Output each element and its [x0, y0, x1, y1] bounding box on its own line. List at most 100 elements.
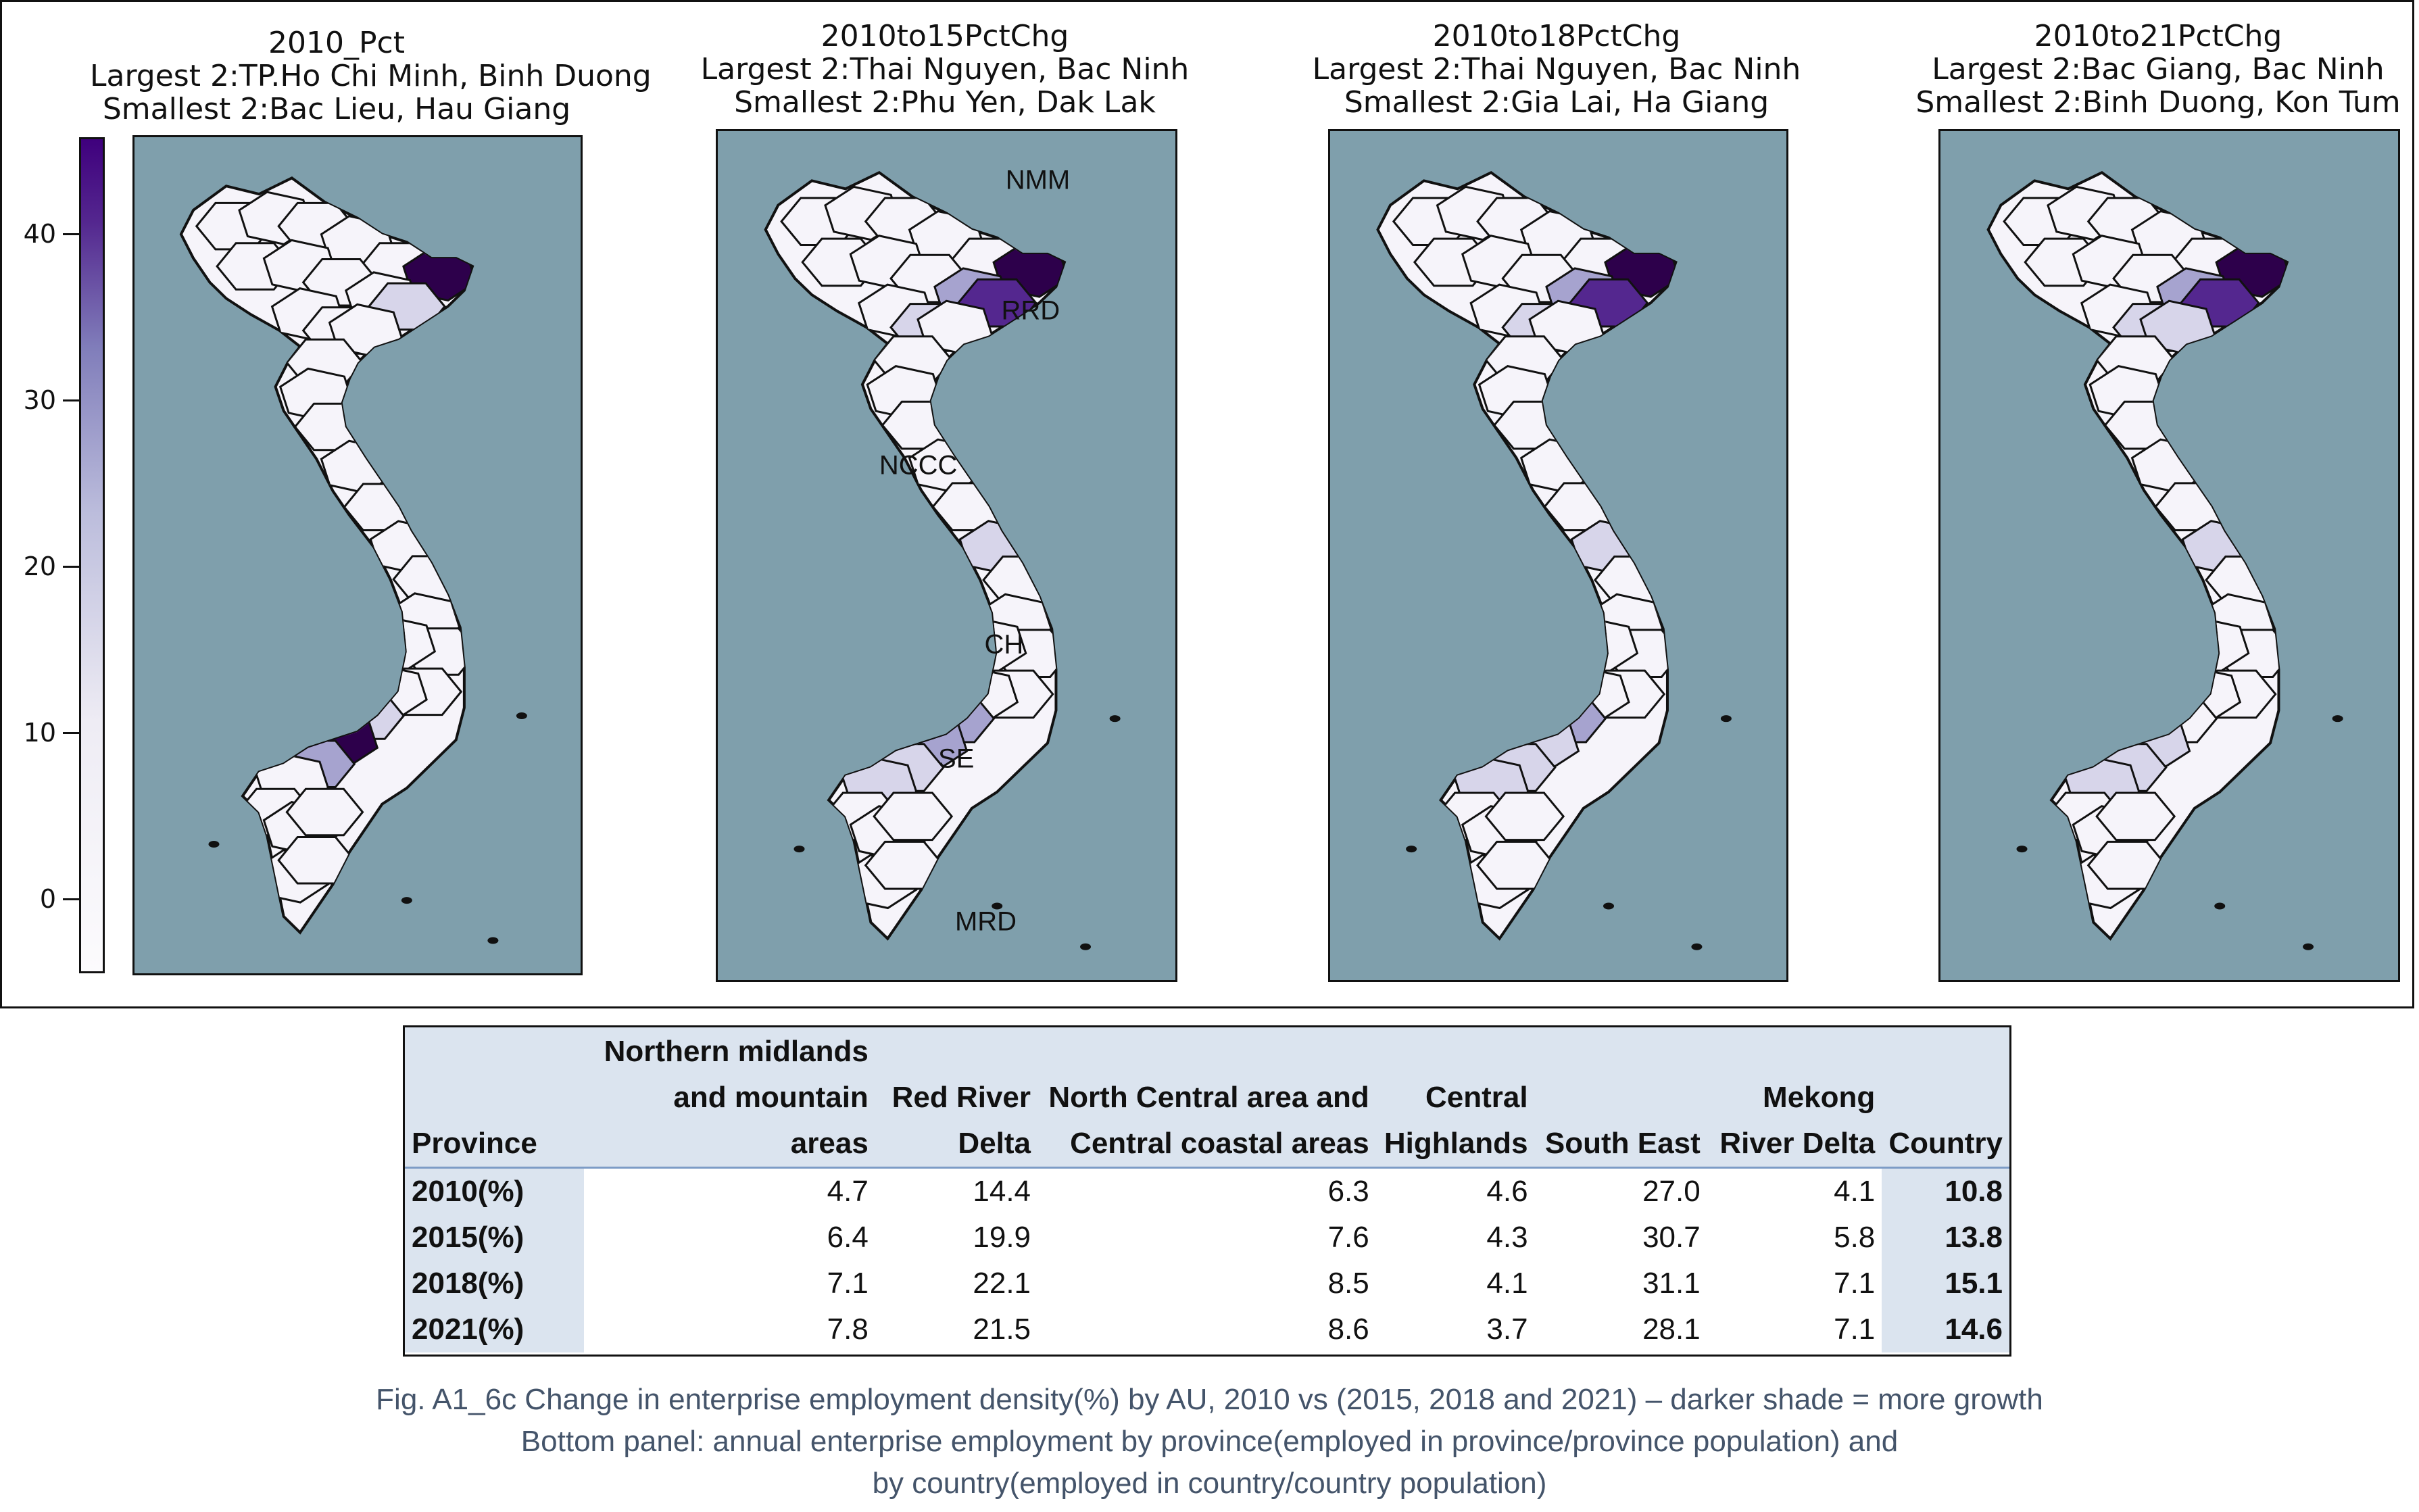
col-header-province-line-2: Province — [412, 1127, 537, 1160]
table-cell-se: 31.1 — [1642, 1267, 1701, 1300]
table-cell-rrd: 21.5 — [973, 1313, 1031, 1346]
country-outline — [764, 170, 1067, 941]
table-cell-rrd: 22.1 — [973, 1267, 1031, 1300]
table-cell-country: 13.8 — [1882, 1215, 2009, 1261]
col-header-nccc-line-1: North Central area and — [1048, 1081, 1369, 1114]
col-header-nmm-line-2: and mountain areas — [673, 1081, 869, 1160]
table-cell-country: 14.6 — [1882, 1307, 2009, 1352]
country-outline — [179, 176, 474, 935]
table-cell-se: 27.0 — [1642, 1175, 1701, 1208]
col-header-nmm: Northern midlands and mountain areas — [583, 1027, 875, 1169]
vietnam-map-svg: NMM RRD NCCC CH SE MRD — [764, 165, 1121, 950]
table-cell-nmm: 7.8 — [827, 1313, 869, 1346]
island-mark — [1720, 715, 1732, 723]
table-body: 2010(%) 4.7 14.4 6.3 4.6 27.0 4.1 10.8 2015(%) 6.… — [405, 1167, 2009, 1352]
region-label-mrd: MRD — [955, 907, 1017, 937]
colorbar-label-20: 20 — [23, 552, 56, 581]
island-mark — [401, 897, 412, 904]
map-panel-2010to15: NMM RRD NCCC CH SE MRD — [716, 129, 1177, 982]
panel-2-title-line-3: Smallest 2:Phu Yen, Dak Lak — [734, 85, 1156, 120]
table-cell-mrd: 7.1 — [1834, 1267, 1876, 1300]
colorbar — [79, 137, 105, 973]
col-header-province: Province — [405, 1027, 584, 1169]
region-label-nmm: NMM — [1006, 165, 1071, 195]
panel-3-title-line-3: Smallest 2:Gia Lai, Ha Giang — [1344, 85, 1769, 120]
table-row: 2010(%) 4.7 14.4 6.3 4.6 27.0 4.1 10.8 — [405, 1167, 2009, 1215]
col-header-nccc: North Central area and Central coastal a… — [1037, 1027, 1376, 1169]
table-cell-ch: 4.6 — [1486, 1175, 1528, 1208]
col-header-country: Country — [1882, 1027, 2009, 1169]
colorbar-tick-30 — [63, 399, 79, 401]
col-header-ch-line-2: Highlands — [1384, 1127, 1528, 1160]
table-cell-nccc: 8.6 — [1327, 1313, 1369, 1346]
province-shape — [285, 787, 364, 837]
table-cell-ch: 4.1 — [1486, 1267, 1528, 1300]
panel-1-title-line-3: Smallest 2:Bac Lieu, Hau Giang — [102, 92, 571, 126]
table-cell-nmm: 6.4 — [827, 1221, 869, 1254]
island-mark — [1406, 846, 1417, 853]
colorbar-label-40: 40 — [23, 219, 56, 249]
table-cell-country: 10.8 — [1882, 1167, 2009, 1215]
panel-4-title-line-1: 2010to21PctChg — [2034, 19, 2282, 53]
region-label-nccc: NCCC — [879, 450, 958, 480]
col-header-mrd: Mekong River Delta — [1707, 1027, 1882, 1169]
panel-4-title-line-2: Largest 2:Bac Giang, Bac Ninh — [1932, 52, 2385, 87]
table-cell-country: 15.1 — [1882, 1261, 2009, 1307]
colorbar-tick-0 — [63, 898, 79, 900]
island-mark — [2303, 943, 2314, 950]
table-row: 2018(%) 7.1 22.1 8.5 4.1 31.1 7.1 15.1 — [405, 1261, 2009, 1307]
map-panel-2010to18 — [1328, 129, 1788, 982]
island-mark — [793, 846, 805, 853]
table-cell-mrd: 7.1 — [1834, 1313, 1876, 1346]
col-header-nccc-line-2: Central coastal areas — [1070, 1127, 1369, 1160]
table-row: 2021(%) 7.8 21.5 8.6 3.7 28.1 7.1 14.6 — [405, 1307, 2009, 1352]
island-mark — [208, 841, 220, 848]
caption-line-1: Fig. A1_6c Change in enterprise employme… — [376, 1383, 2043, 1416]
col-header-rrd: Red River Delta — [875, 1027, 1038, 1169]
province-group — [195, 191, 473, 904]
colorbar-tick-40 — [63, 233, 79, 235]
row-label: 2018(%) — [405, 1261, 584, 1307]
col-header-mrd-line-1: Mekong — [1763, 1081, 1876, 1114]
caption-line-2: Bottom panel: annual enterprise employme… — [520, 1425, 1899, 1458]
island-mark — [1109, 715, 1121, 723]
col-header-country-line-2: Country — [1888, 1127, 2003, 1160]
table-header-row: Province Northern midlands and mountain … — [405, 1027, 2009, 1169]
table-cell-se: 30.7 — [1642, 1221, 1701, 1254]
table-cell-nccc: 8.5 — [1327, 1267, 1369, 1300]
table-cell-mrd: 5.8 — [1834, 1221, 1876, 1254]
island-mark — [992, 902, 1003, 910]
vietnam-map-svg — [1986, 170, 2343, 950]
figure-caption: Fig. A1_6c Change in enterprise employme… — [0, 1379, 2419, 1505]
panel-3-title: 2010to18PctChg Largest 2:Thai Nguyen, Ba… — [1310, 20, 1803, 119]
province-shape — [873, 791, 954, 842]
employment-table: Province Northern midlands and mountain … — [405, 1027, 2009, 1352]
col-header-rrd-line-2: Delta — [958, 1127, 1031, 1160]
map-panel-2010to21 — [1938, 129, 2400, 982]
col-header-ch: Central Highlands — [1375, 1027, 1535, 1169]
map-panel-2010-pct — [132, 135, 583, 975]
vietnam-map-svg — [179, 176, 527, 944]
table-cell-nccc: 7.6 — [1327, 1221, 1369, 1254]
col-header-rrd-line-1: Red River — [891, 1081, 1031, 1114]
panel-1-title-line-1: 2010_Pct — [268, 26, 405, 60]
panel-3-title-line-2: Largest 2:Thai Nguyen, Bac Ninh — [1312, 52, 1801, 87]
col-header-nmm-line-1: Northern midlands — [604, 1035, 869, 1068]
table-row: 2015(%) 6.4 19.9 7.6 4.3 30.7 5.8 13.8 — [405, 1215, 2009, 1261]
table-cell-ch: 3.7 — [1486, 1313, 1528, 1346]
island-mark — [1691, 943, 1703, 950]
island-mark — [1603, 902, 1615, 910]
col-header-ch-line-1: Central — [1425, 1081, 1528, 1114]
island-mark — [2332, 715, 2343, 723]
colorbar-label-10: 10 — [23, 718, 56, 748]
island-mark — [487, 937, 499, 944]
caption-line-3: by country(employed in country/country p… — [872, 1467, 1547, 1500]
island-mark — [2016, 846, 2028, 853]
col-header-se: South East — [1534, 1027, 1707, 1169]
table-cell-rrd: 19.9 — [973, 1221, 1031, 1254]
colorbar-tick-10 — [63, 732, 79, 734]
table-cell-se: 28.1 — [1642, 1313, 1701, 1346]
colorbar-label-0: 0 — [39, 884, 56, 914]
table-cell-nmm: 4.7 — [827, 1175, 869, 1208]
colorbar-label-30: 30 — [23, 385, 56, 415]
